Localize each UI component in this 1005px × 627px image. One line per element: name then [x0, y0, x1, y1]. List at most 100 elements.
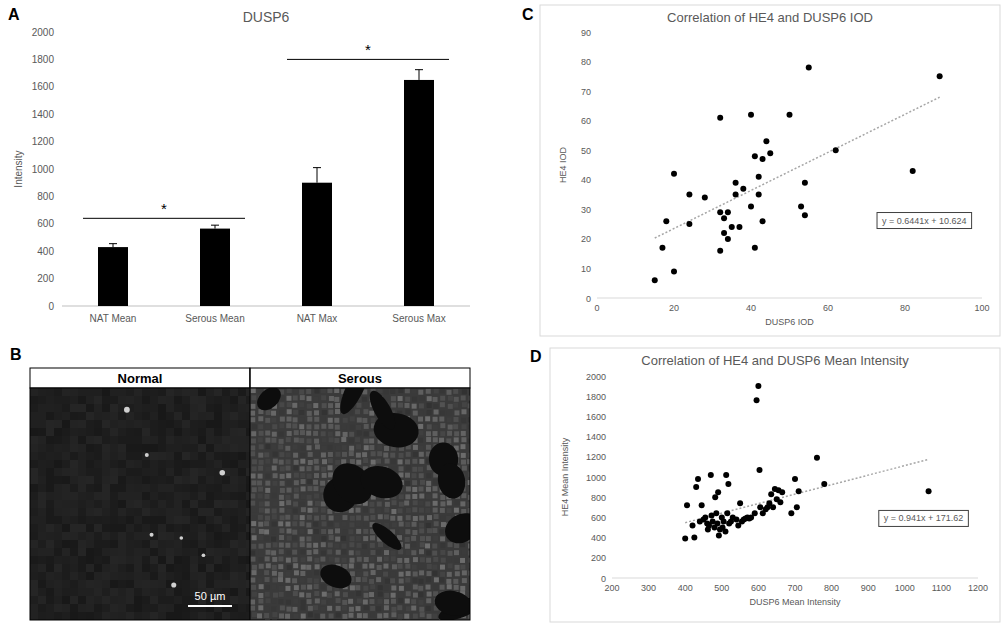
image-texture [134, 476, 142, 484]
image-texture [265, 481, 270, 486]
image-texture [86, 396, 94, 404]
point [659, 245, 665, 251]
image-texture [142, 604, 150, 612]
x-tick-label: Serous Mean [185, 313, 244, 324]
image-texture [182, 436, 190, 444]
image-texture [222, 396, 230, 404]
image-texture [134, 420, 142, 428]
image-texture [126, 556, 134, 564]
image-texture [110, 388, 118, 396]
image-texture [150, 524, 158, 532]
image-texture [356, 536, 361, 541]
image-texture [418, 390, 423, 395]
image-texture [405, 459, 410, 464]
image-texture [118, 460, 126, 468]
image-texture [62, 444, 70, 452]
image-texture [46, 468, 54, 476]
image-texture [266, 550, 271, 555]
image-texture [335, 591, 340, 596]
image-texture [206, 508, 214, 516]
image-texture [286, 423, 291, 428]
image-texture [166, 460, 174, 468]
image-texture [398, 549, 403, 554]
image-texture [376, 606, 381, 611]
image-texture [370, 557, 375, 562]
image-texture [454, 431, 459, 436]
image-texture [238, 492, 246, 500]
image-texture [150, 532, 158, 540]
image-texture [433, 486, 438, 491]
image-texture [190, 468, 198, 476]
image-texture [272, 522, 277, 527]
image-texture [94, 604, 102, 612]
image-texture [391, 599, 396, 604]
image-texture [30, 508, 38, 516]
image-texture [440, 402, 445, 407]
image-texture [118, 516, 126, 524]
image-texture [70, 404, 78, 412]
image-texture [166, 484, 174, 492]
x-tick-label: 60 [823, 303, 833, 313]
image-texture [357, 572, 362, 577]
image-texture [70, 500, 78, 508]
image-texture [292, 607, 297, 612]
image-texture [102, 492, 110, 500]
image-texture [462, 570, 467, 575]
image-texture [214, 524, 222, 532]
image-texture [363, 409, 368, 414]
image-texture [342, 452, 347, 457]
image-texture [362, 564, 367, 569]
image-texture [198, 484, 206, 492]
image-texture [214, 484, 222, 492]
image-texture [320, 614, 325, 619]
image-texture [461, 395, 466, 400]
image-texture [398, 614, 403, 619]
image-texture [174, 436, 182, 444]
image-texture [166, 476, 174, 484]
image-texture [198, 580, 206, 588]
image-texture [190, 428, 198, 436]
image-texture [38, 460, 46, 468]
image-texture [102, 420, 110, 428]
image-void [432, 588, 470, 619]
image-texture [300, 430, 305, 435]
image-texture [399, 466, 404, 471]
image-texture [182, 588, 190, 596]
image-texture [440, 388, 445, 393]
image-texture [258, 605, 263, 610]
image-texture [286, 607, 291, 612]
image-texture [70, 604, 78, 612]
image-texture [190, 500, 198, 508]
image-texture [427, 396, 432, 401]
image-texture [369, 411, 374, 416]
image-texture [134, 396, 142, 404]
image-texture [86, 412, 94, 420]
image-texture [174, 612, 182, 620]
image-texture [230, 508, 238, 516]
image-texture [222, 476, 230, 484]
image-texture [222, 460, 230, 468]
image-texture [134, 444, 142, 452]
image-texture [134, 604, 142, 612]
figure: ADUSP6Intensity0200400600800100012001400… [0, 0, 1005, 627]
image-texture [118, 564, 126, 572]
image-texture [258, 544, 263, 549]
image-texture [356, 563, 361, 568]
image-texture [70, 524, 78, 532]
image-texture [206, 580, 214, 588]
image-texture [292, 403, 297, 408]
image-texture [259, 508, 264, 513]
image-texture [102, 396, 110, 404]
image-texture [78, 548, 86, 556]
image-texture [411, 389, 416, 394]
image-texture [405, 584, 410, 589]
image-texture [426, 606, 431, 611]
image-texture [278, 577, 283, 582]
image-texture [427, 515, 432, 520]
image-texture [214, 612, 222, 620]
image-texture [150, 396, 158, 404]
image-texture [250, 551, 255, 556]
image-texture [62, 396, 70, 404]
image-texture [278, 521, 283, 526]
image-texture [70, 532, 78, 540]
